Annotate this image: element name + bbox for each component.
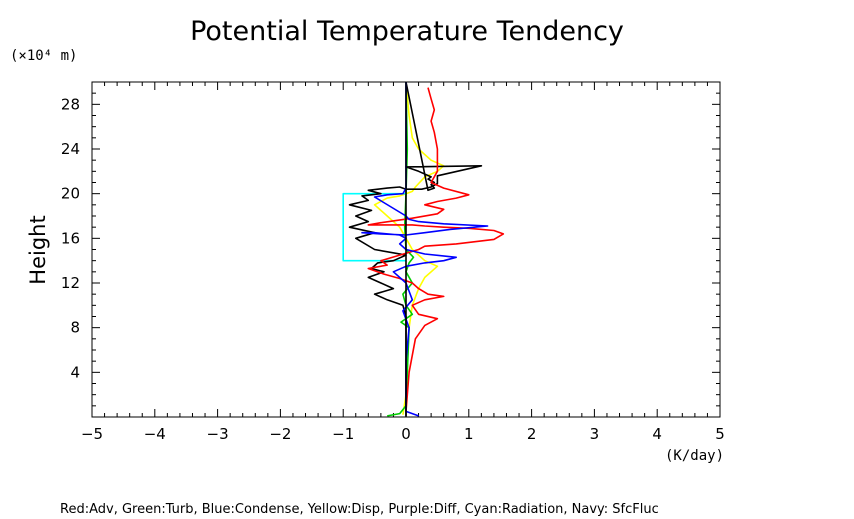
x-tick-label: −2 [269,425,291,443]
series-line-4 [367,87,505,412]
y-tick-label: 16 [61,229,80,247]
x-tick-label: 1 [464,425,474,443]
series-line-5 [361,82,489,417]
y-unit-label: (×10⁴ m) [10,48,77,64]
x-tick-label: 4 [652,425,662,443]
y-tick-label: 28 [61,95,80,113]
x-tick-label: −3 [207,425,229,443]
x-tick-label: 5 [715,425,725,443]
y-tick-label: 20 [61,185,80,203]
x-tick-label: −4 [144,425,166,443]
chart-title: Potential Temperature Tendency [190,16,624,47]
x-unit-label: (K/day) [665,448,724,464]
legend-text: Red:Adv, Green:Turb, Blue:Condense, Yell… [60,502,659,517]
x-tick-label: 2 [527,425,537,443]
series-line-0 [373,81,445,415]
x-tick-label: 3 [590,425,600,443]
x-tick-label: −5 [81,425,103,443]
x-tick-label: −1 [332,425,354,443]
y-tick-label: 24 [61,140,80,158]
y-tick-label: 4 [70,363,80,381]
y-tick-label: 12 [61,274,80,292]
x-tick-label: 0 [401,425,411,443]
y-tick-label: 8 [70,319,80,337]
y-axis-label: Height [26,215,50,284]
series-line-3 [348,81,483,416]
